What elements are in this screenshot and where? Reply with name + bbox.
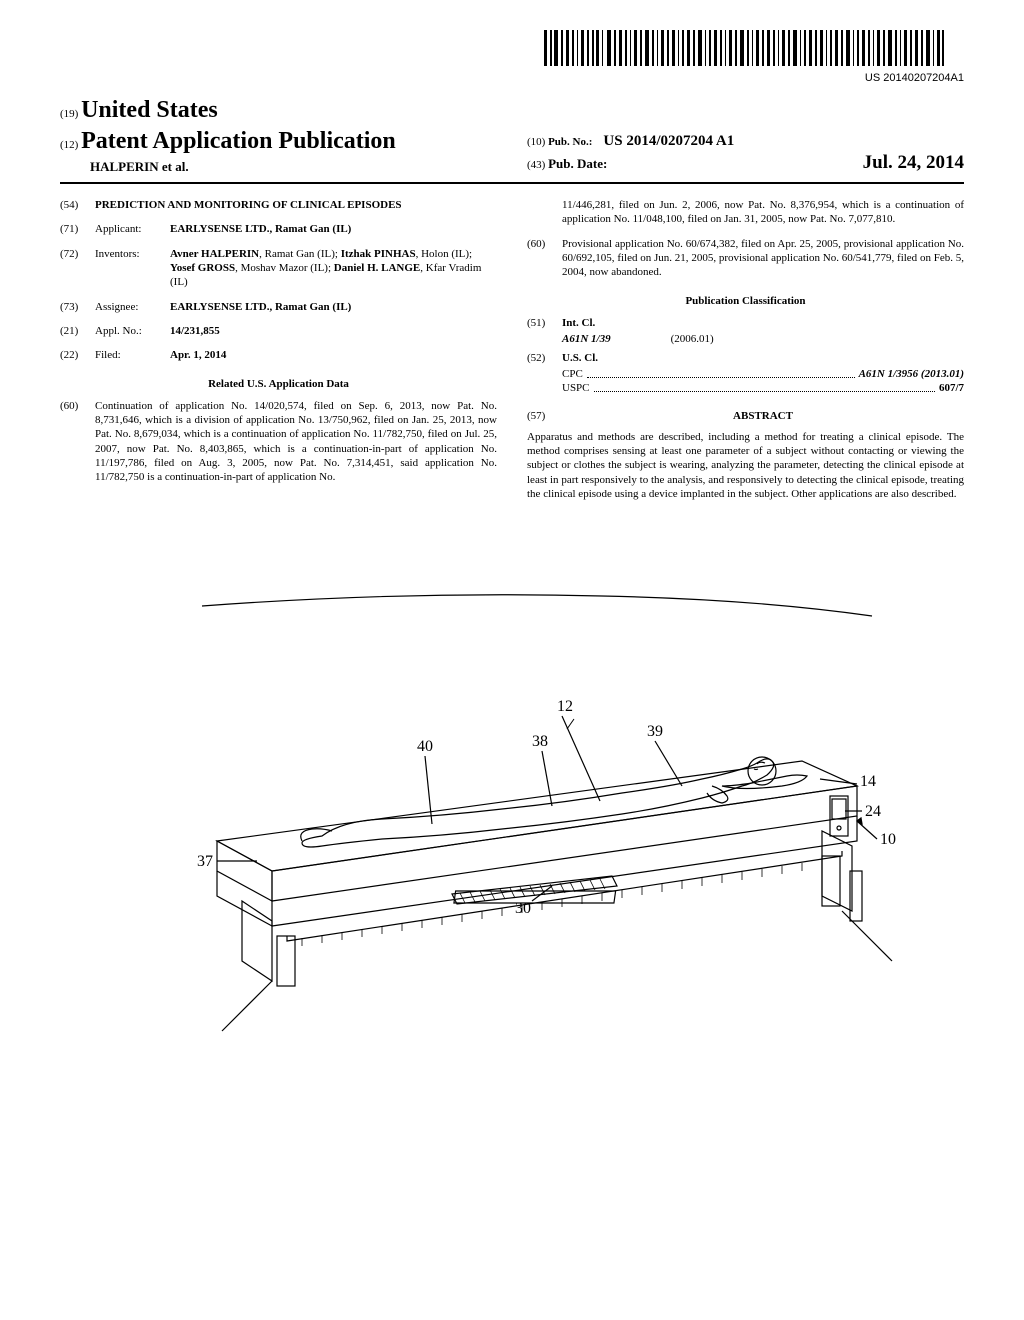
field-73-value: EARLYSENSE LTD., Ramat Gan (IL) [170,300,497,314]
continuation-right-text: 11/446,281, filed on Jun. 2, 2006, now P… [527,198,964,227]
field-73-label: Assignee: [95,300,170,314]
divider [60,182,964,184]
patent-figure: 12 39 40 38 14 24 10 37 30 [102,561,922,1041]
cpc-label: CPC [562,367,583,381]
field-51-class: A61N 1/39 (2006.01) [527,332,964,346]
pub-type-line: (12) Patent Application Publication [60,126,497,157]
header-right: (10) Pub. No.: US 2014/0207204 A1 (43) P… [497,132,964,176]
fig-label-30: 30 [515,900,531,917]
field-51: (51) Int. Cl. [527,316,964,330]
fig-label-40: 40 [417,738,433,755]
field-51-code: (51) [527,316,562,330]
fig-label-24: 24 [865,803,881,820]
field-60a-code: (60) [60,399,95,485]
pub-no-line: (10) Pub. No.: US 2014/0207204 A1 [527,132,964,152]
content-columns: (54) PREDICTION AND MONITORING OF CLINIC… [60,198,964,501]
inventor-3: Yosef GROSS [170,262,235,274]
assignee-text: EARLYSENSE LTD., Ramat Gan (IL) [170,301,351,313]
inventor-1: Avner HALPERIN [170,248,259,260]
field-52-code: (52) [527,351,562,365]
fig-label-14: 14 [860,773,876,790]
field-72-code: (72) [60,247,95,290]
inventor-2-loc: , Holon (IL); [416,248,473,260]
abstract-title: ABSTRACT [562,409,964,423]
field-60a-text: Continuation of application No. 14/020,5… [95,399,497,485]
field-73: (73) Assignee: EARLYSENSE LTD., Ramat Ga… [60,300,497,314]
field-52-label: U.S. Cl. [562,351,964,365]
field-21-code: (21) [60,324,95,338]
uspc-value: 607/7 [939,381,964,395]
fig-label-37: 37 [197,853,213,870]
column-right: 11/446,281, filed on Jun. 2, 2006, now P… [527,198,964,501]
code-10: (10) [527,136,545,148]
field-51-label: Int. Cl. [562,316,964,330]
abstract-text: Apparatus and methods are described, inc… [527,430,964,501]
figure-container: 12 39 40 38 14 24 10 37 30 [60,561,964,1041]
field-72-value: Avner HALPERIN, Ramat Gan (IL); Itzhak P… [170,247,497,290]
inventor-2: Itzhak PINHAS [341,248,416,260]
field-52-uspc: USPC 607/7 [527,381,964,395]
field-60b-text: Provisional application No. 60/674,382, … [562,237,964,280]
fig-label-38: 38 [532,733,548,750]
barcode-text: US 20140207204A1 [60,71,964,85]
pub-date-label-wrap: (43) Pub. Date: [527,156,607,173]
field-21-label: Appl. No.: [95,324,170,338]
field-71-code: (71) [60,222,95,236]
barcode-graphic [544,30,944,71]
field-22-label: Filed: [95,348,170,362]
pub-date-label: Pub. Date: [548,156,607,171]
abstract-header: (57) ABSTRACT [527,409,964,423]
fig-label-10: 10 [880,831,896,848]
dotted-line-uspc [594,378,935,392]
inventor-3-loc: , Moshav Mazor (IL); [235,262,334,274]
pub-class-title: Publication Classification [527,294,964,308]
header-section: (19) United States (12) Patent Applicati… [60,95,964,176]
column-left: (54) PREDICTION AND MONITORING OF CLINIC… [60,198,497,501]
field-72: (72) Inventors: Avner HALPERIN, Ramat Ga… [60,247,497,290]
field-21-value: 14/231,855 [170,324,497,338]
pub-no-value: US 2014/0207204 A1 [603,133,734,149]
uspc-label: USPC [562,381,590,395]
field-73-code: (73) [60,300,95,314]
field-22-value: Apr. 1, 2014 [170,348,497,362]
code-19: (19) [60,108,78,120]
country-name: United States [81,97,218,123]
inventor-4: Daniel H. LANGE [334,262,420,274]
code-43: (43) [527,159,545,171]
field-60b: (60) Provisional application No. 60/674,… [527,237,964,280]
field-60b-code: (60) [527,237,562,280]
pub-type-text: Patent Application Publication [81,128,396,154]
inventor-1-loc: , Ramat Gan (IL); [259,248,338,260]
field-54-code: (54) [60,198,95,212]
field-71-value: EARLYSENSE LTD., Ramat Gan (IL) [170,222,497,236]
barcode-area: US 20140207204A1 [60,30,964,85]
pub-no-label: Pub. No.: [548,136,592,148]
field-72-label: Inventors: [95,247,170,290]
fig-label-39: 39 [647,723,663,740]
code-12: (12) [60,139,78,151]
field-71-label: Applicant: [95,222,170,236]
related-data-title: Related U.S. Application Data [60,377,497,391]
field-60a: (60) Continuation of application No. 14/… [60,399,497,485]
int-cl-code: A61N 1/39 [562,332,611,346]
field-22-code: (22) [60,348,95,362]
field-54: (54) PREDICTION AND MONITORING OF CLINIC… [60,198,497,212]
int-cl-date: (2006.01) [611,332,714,346]
applicant-name: EARLYSENSE LTD., Ramat Gan (IL) [170,223,351,235]
header-left: (19) United States (12) Patent Applicati… [60,95,497,176]
field-52: (52) U.S. Cl. [527,351,964,365]
field-22: (22) Filed: Apr. 1, 2014 [60,348,497,362]
field-21: (21) Appl. No.: 14/231,855 [60,324,497,338]
fig-label-12: 12 [557,698,573,715]
country-line: (19) United States [60,95,497,126]
dotted-line-cpc [587,364,855,378]
field-57-code: (57) [527,409,562,423]
pub-date-line: (43) Pub. Date: Jul. 24, 2014 [527,151,964,176]
field-54-value: PREDICTION AND MONITORING OF CLINICAL EP… [95,198,497,212]
pub-date-value: Jul. 24, 2014 [863,151,964,176]
authors-header: HALPERIN et al. [60,159,497,176]
field-71: (71) Applicant: EARLYSENSE LTD., Ramat G… [60,222,497,236]
